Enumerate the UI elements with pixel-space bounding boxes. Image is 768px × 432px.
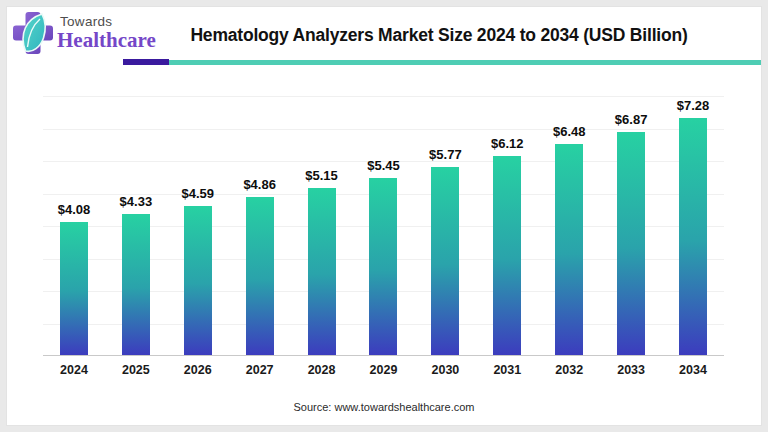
bar-column: $6.12 2031 <box>476 96 538 380</box>
bar-value-label: $4.86 <box>243 177 276 192</box>
bar-column: $4.33 2025 <box>105 96 167 380</box>
source-text: Source: www.towardshealthcare.com <box>7 401 761 413</box>
x-axis-label: 2029 <box>353 356 415 379</box>
underline-teal-segment <box>169 60 761 65</box>
x-axis-label: 2025 <box>105 356 167 379</box>
bar <box>617 132 645 355</box>
x-axis-label: 2030 <box>414 356 476 379</box>
bar-columns: $4.082024$4.332025$4.592026$4.862027$5.1… <box>43 96 724 380</box>
bar-value-label: $4.59 <box>181 186 214 201</box>
bar-value-label: $6.87 <box>615 112 648 127</box>
bar-value-label: $6.48 <box>553 124 586 139</box>
bar-zone: $7.28 <box>662 96 724 356</box>
bar-column: $4.86 2027 <box>229 96 291 380</box>
bar-zone: $5.77 <box>414 96 476 356</box>
report-card: Towards Healthcare Hematology Analyzers … <box>6 6 762 426</box>
x-axis-label: 2032 <box>538 356 600 379</box>
bar-column: $6.48 2032 <box>538 96 600 380</box>
bar-chart: $4.082024$4.332025$4.592026$4.862027$5.1… <box>43 96 724 380</box>
bar-value-label: $5.15 <box>305 168 338 183</box>
bar <box>246 197 274 355</box>
bar <box>431 167 459 355</box>
bar-value-label: $7.28 <box>677 98 710 113</box>
bar-zone: $6.87 <box>600 96 662 356</box>
bar <box>184 206 212 355</box>
bar-zone: $4.86 <box>229 96 291 356</box>
bar-column: $6.87 2033 <box>600 96 662 380</box>
bar-column: $5.77 2030 <box>414 96 476 380</box>
x-axis-label: 2027 <box>229 356 291 379</box>
x-axis-label: 2031 <box>476 356 538 379</box>
bar-zone: $6.12 <box>476 96 538 356</box>
bar-zone: $6.48 <box>538 96 600 356</box>
x-axis-label: 2034 <box>662 356 724 379</box>
x-axis-label: 2024 <box>43 356 105 379</box>
bar <box>555 144 583 355</box>
bar <box>122 214 150 355</box>
title-underline <box>123 59 761 65</box>
bar-value-label: $5.77 <box>429 147 462 162</box>
bar-zone: $4.08 <box>43 96 105 356</box>
x-axis-label: 2028 <box>291 356 353 379</box>
bar <box>493 156 521 355</box>
bar-column: $5.45 2029 <box>353 96 415 380</box>
bar-column: $4.59 2026 <box>167 96 229 380</box>
bar-zone: $5.15 <box>291 96 353 356</box>
x-axis-label: 2026 <box>167 356 229 379</box>
chart-title: Hematology Analyzers Market Size 2024 to… <box>127 25 751 46</box>
x-axis-label: 2033 <box>600 356 662 379</box>
bar <box>308 188 336 355</box>
bar <box>369 178 397 355</box>
bar-column: $5.15 2028 <box>291 96 353 380</box>
bar <box>679 118 707 355</box>
bar-column: $4.08 2024 <box>43 96 105 380</box>
underline-purple-segment <box>123 59 169 65</box>
bar-column: $7.28 2034 <box>662 96 724 380</box>
medical-cross-leaf-icon <box>13 11 53 55</box>
bar-value-label: $5.45 <box>367 158 400 173</box>
bar-value-label: $4.08 <box>58 202 91 217</box>
bar-value-label: $6.12 <box>491 136 524 151</box>
bar-zone: $5.45 <box>353 96 415 356</box>
bar-value-label: $4.33 <box>120 194 153 209</box>
bar-zone: $4.59 <box>167 96 229 356</box>
bar <box>60 222 88 355</box>
bar-zone: $4.33 <box>105 96 167 356</box>
